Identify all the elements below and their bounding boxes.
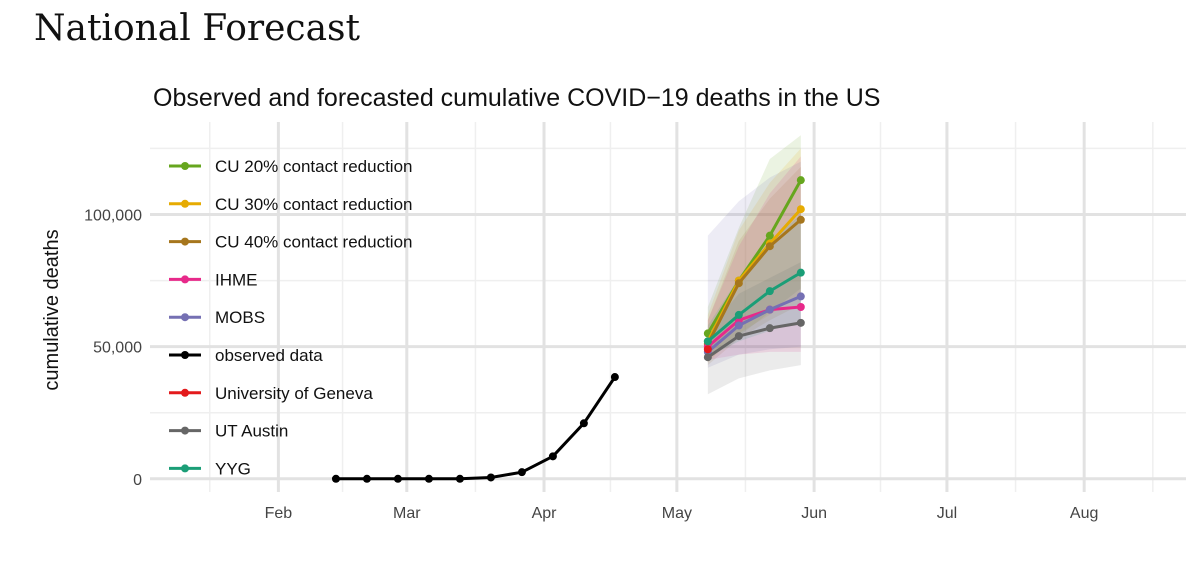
point-ut-austin — [796, 318, 805, 327]
legend-key-point-cu-40-contact-reduction — [181, 237, 189, 246]
legend-label-ihme: IHME — [215, 270, 258, 289]
legend-label-observed-data: observed data — [215, 346, 323, 365]
point-ut-austin — [703, 353, 712, 362]
legend-key-point-university-of-geneva — [181, 388, 189, 397]
point-cu-40-contact-reduction — [796, 215, 805, 224]
x-tick-label: Mar — [393, 505, 421, 522]
chart-title: Observed and forecasted cumulative COVID… — [153, 84, 880, 112]
point-ut-austin — [765, 324, 774, 333]
point-observed-data — [424, 474, 433, 483]
point-observed-data — [548, 452, 557, 461]
legend-label-mobs: MOBS — [215, 308, 265, 327]
point-observed-data — [331, 474, 340, 483]
line-mobs — [706, 295, 802, 354]
line-ut-austin — [707, 321, 802, 359]
line-ihme — [706, 305, 801, 348]
point-observed-data — [393, 474, 402, 483]
point-observed-data — [579, 419, 588, 428]
legend-label-cu-40-contact-reduction: CU 40% contact reduction — [215, 233, 413, 252]
point-observed-data — [517, 468, 526, 477]
point-cu-20-contact-reduction — [765, 231, 774, 240]
x-tick-label: Aug — [1070, 505, 1098, 522]
legend-key-point-observed-data — [181, 351, 189, 359]
legend-label-cu-20-contact-reduction: CU 20% contact reduction — [215, 157, 413, 176]
point-cu-40-contact-reduction — [734, 279, 743, 288]
grid-layer — [150, 122, 1186, 492]
axis-labels: Feb Mar Apr May Jun Jul Aug 0 50,000 100,000 — [84, 208, 1098, 523]
x-tick-label: Jun — [801, 505, 827, 522]
line-cu-20-contact-reduction — [706, 179, 803, 335]
point-observed-data — [610, 373, 619, 382]
line-yyg — [706, 271, 802, 343]
x-tick-label: Jul — [937, 505, 957, 522]
point-mobs — [765, 305, 774, 314]
y-tick-label: 0 — [133, 472, 142, 489]
point-yyg — [703, 337, 712, 346]
point-yyg — [734, 310, 743, 319]
legend-label-university-of-geneva: University of Geneva — [215, 384, 373, 403]
point-university-of-geneva — [703, 345, 712, 354]
point-observed-data — [486, 473, 495, 482]
point-ut-austin — [734, 332, 743, 341]
x-tick-label: Feb — [265, 505, 293, 522]
y-axis-label: cumulative deaths — [41, 229, 63, 390]
x-tick-label: Apr — [532, 505, 558, 522]
series-lines — [331, 176, 805, 483]
line-observed-data — [335, 376, 617, 481]
legend-key-point-cu-20-contact-reduction — [181, 162, 189, 170]
legend-label-ut-austin: UT Austin — [215, 422, 288, 441]
point-mobs — [796, 292, 805, 301]
legend-key-point-yyg — [181, 464, 189, 473]
legend-label-cu-30-contact-reduction: CU 30% contact reduction — [215, 195, 413, 214]
point-cu-30-contact-reduction — [796, 205, 805, 214]
point-observed-data — [362, 474, 371, 483]
point-ihme — [796, 303, 805, 311]
band-ut-austin — [707, 262, 801, 395]
legend-key-point-ihme — [181, 275, 189, 284]
point-yyg — [765, 287, 774, 296]
y-tick-label: 50,000 — [93, 340, 142, 357]
point-mobs — [734, 321, 743, 330]
legend-key-point-ut-austin — [181, 426, 189, 435]
legend-key-point-mobs — [181, 313, 189, 322]
y-tick-label: 100,000 — [84, 208, 142, 225]
point-cu-20-contact-reduction — [796, 176, 805, 185]
band-cu-20-contact-reduction — [707, 135, 801, 360]
legend-label-yyg: YYG — [215, 459, 251, 478]
legend-key-point-cu-30-contact-reduction — [181, 199, 189, 208]
legend: CU 20% contact reduction CU 30% contact r… — [169, 157, 413, 478]
line-cu-40-contact-reduction — [706, 218, 802, 345]
point-yyg — [796, 268, 805, 277]
point-observed-data — [455, 474, 464, 483]
page-title: National Forecast — [34, 8, 360, 49]
point-cu-40-contact-reduction — [765, 242, 774, 251]
x-tick-label: May — [662, 505, 692, 522]
